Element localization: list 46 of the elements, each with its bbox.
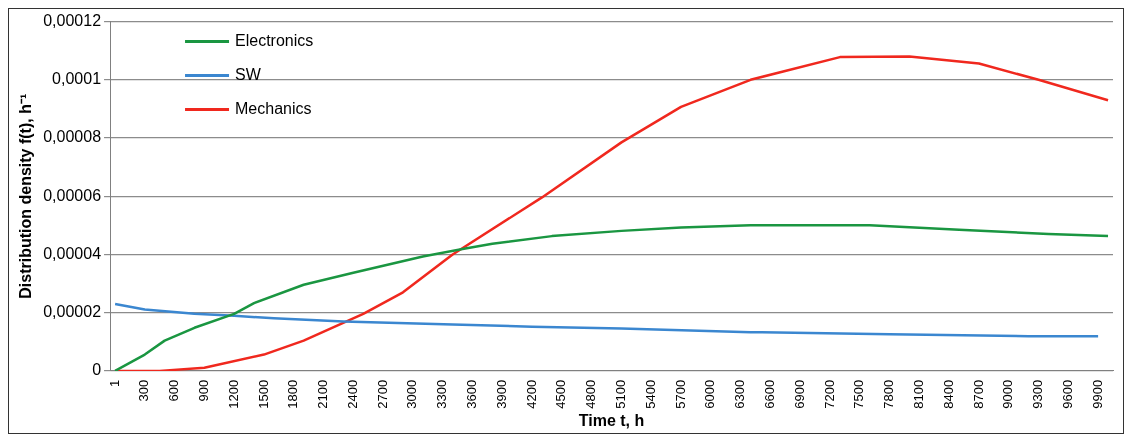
x-tick-label: 8400 bbox=[940, 379, 956, 409]
x-tick-label: 2400 bbox=[344, 379, 360, 409]
x-tick-label: 6300 bbox=[732, 379, 748, 409]
x-tick-label: 900 bbox=[195, 379, 211, 402]
y-tick-label: 0,0001 bbox=[52, 70, 102, 88]
x-tick-label: 300 bbox=[136, 379, 152, 402]
x-tick-label: 8700 bbox=[970, 379, 986, 409]
x-tick-label: 600 bbox=[166, 379, 182, 402]
x-tick-label: 4800 bbox=[583, 379, 599, 409]
x-tick-label: 3000 bbox=[404, 379, 420, 409]
x-tick-label: 9300 bbox=[1030, 379, 1046, 409]
y-tick-label: 0,00002 bbox=[43, 303, 102, 321]
x-tick-label: 9000 bbox=[1000, 379, 1016, 409]
x-tick-label: 1 bbox=[106, 379, 122, 388]
y-axis-title: Distribution density f(t), h⁻¹ bbox=[17, 93, 35, 299]
y-tick-label: 0,00012 bbox=[43, 12, 102, 30]
x-tick-label: 5400 bbox=[642, 379, 658, 409]
x-tick-label: 6900 bbox=[791, 379, 807, 409]
legend-label: SW bbox=[235, 66, 262, 84]
x-tick-label: 3600 bbox=[464, 379, 480, 409]
x-tick-label: 7800 bbox=[881, 379, 897, 409]
x-tick-label: 3300 bbox=[434, 379, 450, 409]
x-tick-label: 4500 bbox=[553, 379, 569, 409]
x-tick-label: 5100 bbox=[613, 379, 629, 409]
x-tick-label: 8100 bbox=[910, 379, 926, 409]
x-tick-label: 9900 bbox=[1089, 379, 1105, 409]
x-tick-label: 4200 bbox=[523, 379, 539, 409]
legend-label: Electronics bbox=[235, 32, 314, 50]
x-tick-label: 5700 bbox=[672, 379, 688, 409]
x-tick-label: 7200 bbox=[821, 379, 837, 409]
x-tick-label: 1500 bbox=[255, 379, 271, 409]
y-tick-label: 0,00008 bbox=[43, 128, 102, 146]
x-tick-label: 6000 bbox=[702, 379, 718, 409]
x-tick-label: 2700 bbox=[374, 379, 390, 409]
x-tick-label: 1800 bbox=[285, 379, 301, 409]
x-tick-label: 6600 bbox=[761, 379, 777, 409]
legend-label: Mechanics bbox=[235, 100, 312, 118]
x-tick-label: 9600 bbox=[1059, 379, 1075, 409]
x-tick-label: 2100 bbox=[315, 379, 331, 409]
x-tick-label: 1200 bbox=[225, 379, 241, 409]
y-tick-label: 0 bbox=[92, 361, 102, 379]
y-tick-label: 0,00006 bbox=[43, 186, 102, 204]
y-tick-label: 0,00004 bbox=[43, 244, 102, 262]
x-tick-label: 3900 bbox=[493, 379, 509, 409]
x-tick-label: 7500 bbox=[851, 379, 867, 409]
x-axis-title: Time t, h bbox=[578, 411, 645, 429]
